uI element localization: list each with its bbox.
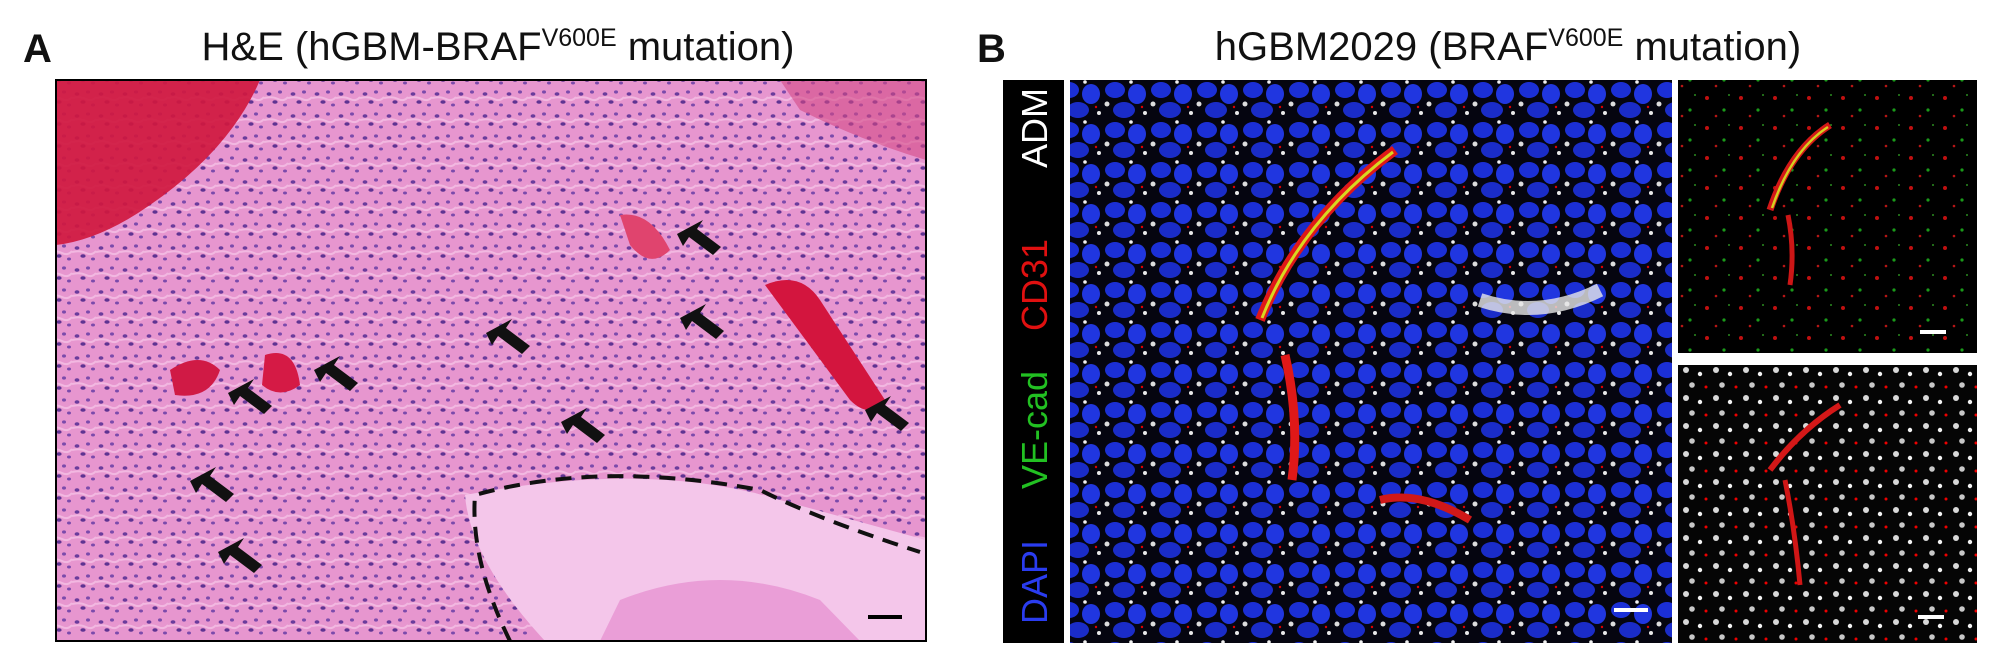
title-text: hGBM2029 (BRAF bbox=[1215, 25, 1548, 69]
channel-label: VE-cad bbox=[1014, 371, 1055, 489]
title-text: H&E (hGBM-BRAF bbox=[202, 25, 542, 69]
title-suffix: mutation) bbox=[1623, 25, 1801, 69]
channel-label: DAPI bbox=[1014, 540, 1055, 624]
arrows bbox=[190, 220, 909, 573]
panel-label: A bbox=[23, 27, 52, 71]
title-superscript: V600E bbox=[1548, 24, 1623, 52]
title-superscript: V600E bbox=[542, 24, 617, 52]
title-suffix: mutation) bbox=[617, 25, 795, 69]
channel-label: ADM bbox=[1014, 88, 1055, 168]
fluorescence-merge bbox=[1070, 80, 1672, 643]
fluorescence-adm-cd31 bbox=[1678, 365, 1977, 643]
he-image bbox=[55, 79, 927, 642]
fluorescence-cd31-vecad bbox=[1678, 80, 1977, 353]
panel-label: B bbox=[977, 27, 1006, 71]
panel-title: hGBM2029 (BRAFV600E mutation) bbox=[1215, 24, 1801, 69]
channel-strip bbox=[1003, 80, 1064, 643]
channel-label: CD31 bbox=[1014, 239, 1055, 331]
panel-title: H&E (hGBM-BRAFV600E mutation) bbox=[202, 24, 795, 69]
